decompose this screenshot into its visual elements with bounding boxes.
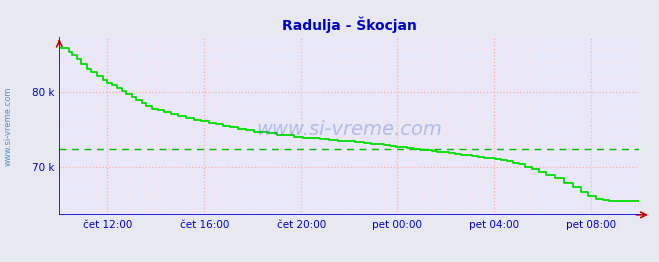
- Title: Radulja - Škocjan: Radulja - Škocjan: [282, 16, 416, 33]
- Text: www.si-vreme.com: www.si-vreme.com: [256, 120, 442, 139]
- Text: www.si-vreme.com: www.si-vreme.com: [4, 86, 13, 166]
